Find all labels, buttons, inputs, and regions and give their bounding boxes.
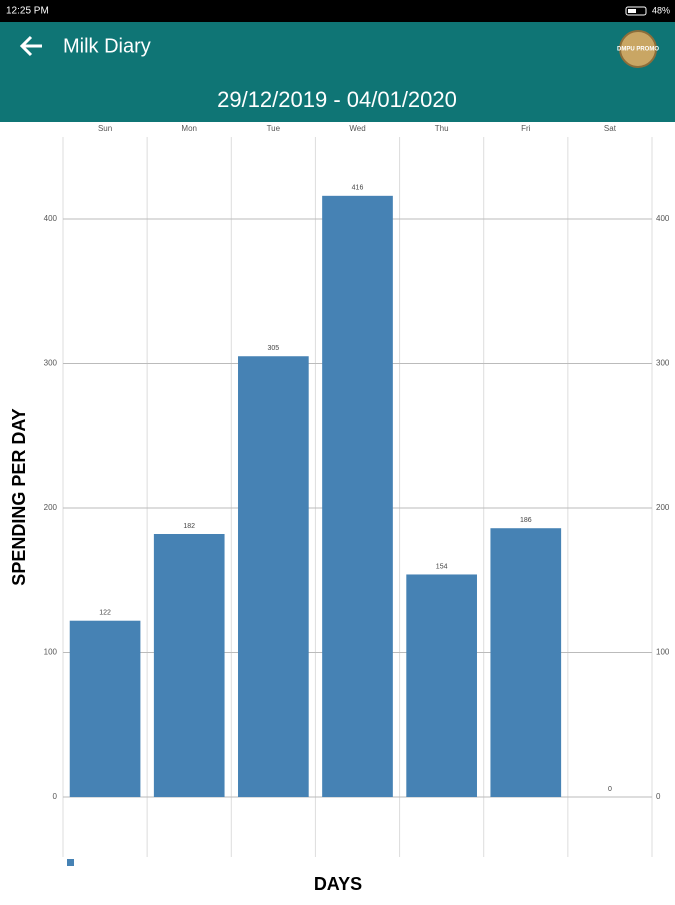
y2-tick-label: 100: [656, 648, 670, 657]
promo-text: DMPU PROMO: [617, 47, 659, 53]
bar: [153, 533, 225, 798]
y2-tick-label: 200: [656, 503, 670, 512]
y-tick-label: 200: [44, 503, 58, 512]
y-tick-label: 300: [44, 359, 58, 368]
app-bar: [0, 22, 675, 122]
value-label: 305: [268, 345, 280, 352]
y2-tick-label: 300: [656, 359, 670, 368]
y-axis-title: SPENDING PER DAY: [9, 408, 29, 585]
x-tick-label: Tue: [267, 124, 281, 133]
x-tick-label: Mon: [181, 124, 197, 133]
x-axis-title: DAYS: [314, 874, 362, 894]
bar: [406, 574, 477, 798]
battery-icon: [625, 6, 647, 16]
bar: [69, 620, 141, 798]
y-tick-label: 0: [53, 792, 58, 801]
battery-text: 48%: [652, 5, 670, 15]
back-button[interactable]: [19, 35, 42, 57]
y-tick-label: 400: [44, 214, 58, 223]
value-label: 0: [608, 786, 612, 793]
app-title: Milk Diary: [63, 35, 151, 57]
x-tick-label: Sat: [604, 124, 617, 133]
y2-tick-label: 0: [656, 792, 661, 801]
value-label: 182: [183, 523, 195, 530]
y2-tick-label: 400: [656, 214, 670, 223]
value-label: 122: [99, 610, 111, 617]
battery-level: [628, 9, 636, 13]
value-label: 186: [520, 517, 532, 524]
status-time: 12:25 PM: [6, 6, 49, 17]
bar: [490, 528, 562, 798]
x-tick-label: Fri: [521, 124, 531, 133]
y-tick-label: 100: [44, 648, 58, 657]
value-label: 154: [436, 563, 448, 570]
date-range: 29/12/2019 - 04/01/2020: [217, 87, 457, 112]
x-tick-label: Thu: [435, 124, 449, 133]
x-tick-label: Sun: [98, 124, 112, 133]
value-label: 416: [352, 185, 364, 192]
promo-badge[interactable]: [619, 30, 657, 68]
status-bar: [0, 0, 675, 22]
bar: [322, 195, 393, 798]
legend-swatch: [67, 859, 74, 866]
bar: [238, 356, 309, 798]
x-tick-label: Wed: [349, 124, 365, 133]
